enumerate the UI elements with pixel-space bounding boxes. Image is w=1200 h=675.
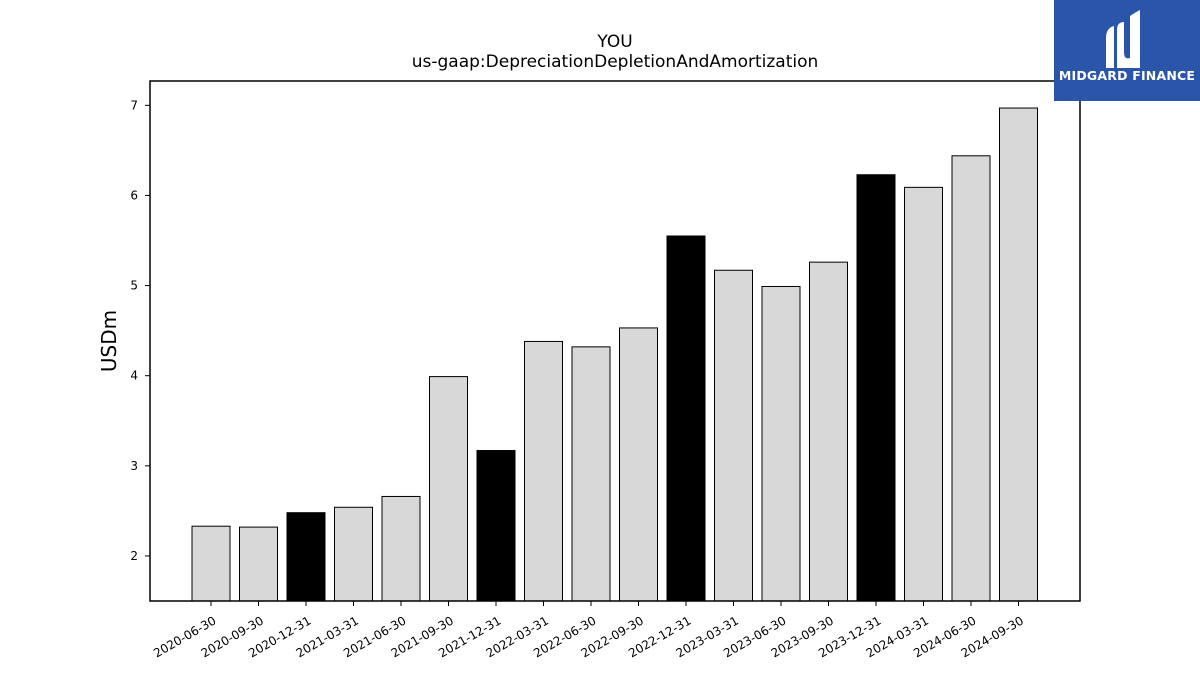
bar-2021-06-30 [381,495,421,602]
bar-2020-12-31 [286,512,326,602]
bar-2021-09-30 [429,376,468,602]
bar-2021-12-31 [476,449,516,602]
y-tick-label: 6 [130,188,138,202]
logo-text: MIDGARD FINANCE [1058,68,1196,83]
y-axis-label: USDm [97,310,121,372]
bar-2023-09-30 [809,261,848,602]
y-tick-label: 7 [130,98,138,112]
bar-2023-03-31 [714,269,753,602]
y-tick-label: 4 [130,369,138,383]
y-tick-label: 5 [130,279,138,293]
bar-2023-06-30 [761,285,801,602]
bar-2022-12-31 [666,235,706,602]
midgard-finance-logo: MIDGARD FINANCE [1054,0,1200,101]
chart-subtitle: us-gaap:DepreciationDepletionAndAmortiza… [411,52,819,72]
bar-2020-09-30 [239,526,278,602]
bar-2022-09-30 [619,327,658,602]
y-tick-label: 3 [130,459,138,473]
bar-2023-12-31 [856,174,896,602]
plot-frame [149,80,1081,602]
bar-2024-09-30 [999,107,1038,602]
bar-2022-06-30 [571,346,611,602]
bar-2020-06-30 [191,525,231,602]
bar-2024-06-30 [951,155,991,602]
bar-2021-03-31 [334,506,373,602]
chart-title: YOU [597,32,633,52]
y-tick-label: 2 [130,549,138,563]
bar-2022-03-31 [524,340,563,602]
bar-2024-03-31 [904,186,943,602]
logo-mark-icon [1106,10,1140,68]
